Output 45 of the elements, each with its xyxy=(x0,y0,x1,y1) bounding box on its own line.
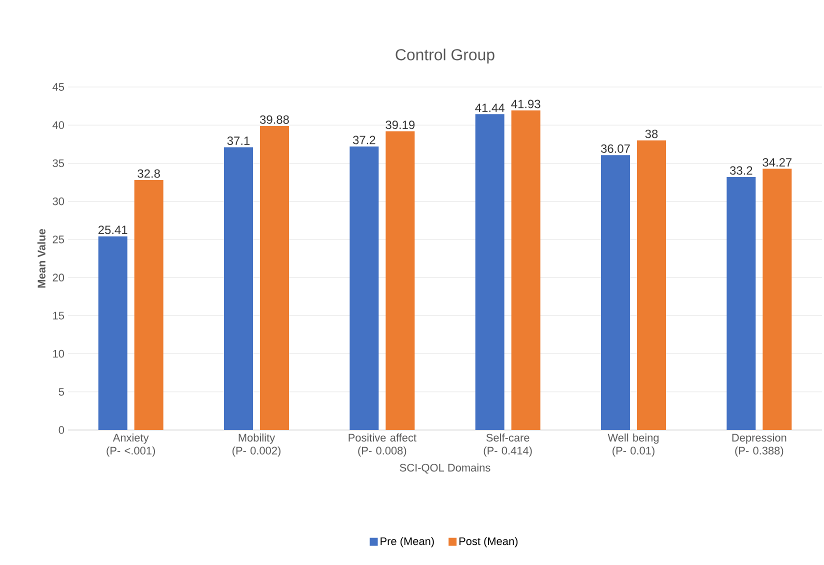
x-tick-label: Well being (P- 0.01) xyxy=(608,434,659,457)
bar xyxy=(134,180,164,430)
bar xyxy=(475,114,504,430)
data-label: 33.2 xyxy=(730,166,752,175)
data-label: 39.19 xyxy=(386,120,415,130)
data-label: 37.2 xyxy=(352,136,376,144)
x-tick-label: Self-care (P- 0.414) xyxy=(484,434,532,457)
y-tick-label: 0 xyxy=(58,426,64,434)
y-tick-label: 25 xyxy=(52,236,64,244)
x-tick-label: Depression (P- 0.388) xyxy=(732,434,786,457)
data-label: 38 xyxy=(645,130,658,138)
y-tick-label: 35 xyxy=(52,159,64,168)
x-tick-label: Mobility (P- 0.002) xyxy=(232,434,280,457)
data-label: 36.07 xyxy=(600,144,630,153)
x-tick-label: Positive affect (P- 0.008) xyxy=(348,434,416,457)
bar xyxy=(98,236,128,430)
data-label: 32.8 xyxy=(138,169,160,178)
y-tick-label: 10 xyxy=(53,350,64,358)
data-label: 34.27 xyxy=(762,158,792,167)
legend-label: Pre (Mean) xyxy=(380,537,434,548)
bar xyxy=(637,140,666,430)
y-axis-title: Mean Value xyxy=(37,229,46,288)
data-label: 41.44 xyxy=(475,104,504,112)
data-label: 37.1 xyxy=(227,136,250,146)
chart-title: Control Group xyxy=(396,48,494,64)
bar xyxy=(601,155,630,430)
bar xyxy=(511,110,540,430)
y-tick-label: 5 xyxy=(58,388,64,396)
bar xyxy=(726,176,756,430)
x-tick-label: Anxiety (P- <.001) xyxy=(106,434,155,457)
data-label: 25.41 xyxy=(98,226,128,234)
y-tick-label: 45 xyxy=(52,83,64,91)
bar xyxy=(350,146,379,430)
bar xyxy=(260,126,289,430)
y-tick-label: 20 xyxy=(52,274,64,282)
bar xyxy=(762,168,792,430)
y-tick-label: 40 xyxy=(52,121,64,129)
y-tick-label: 30 xyxy=(52,197,64,206)
legend-label: Post (Mean) xyxy=(459,537,518,548)
data-label: 39.88 xyxy=(260,115,289,124)
bar xyxy=(386,131,415,430)
y-tick-label: 15 xyxy=(53,312,64,320)
data-label: 41.93 xyxy=(511,100,540,108)
bar xyxy=(224,147,253,430)
x-axis-title: SCI-QOL Domains xyxy=(400,464,490,474)
